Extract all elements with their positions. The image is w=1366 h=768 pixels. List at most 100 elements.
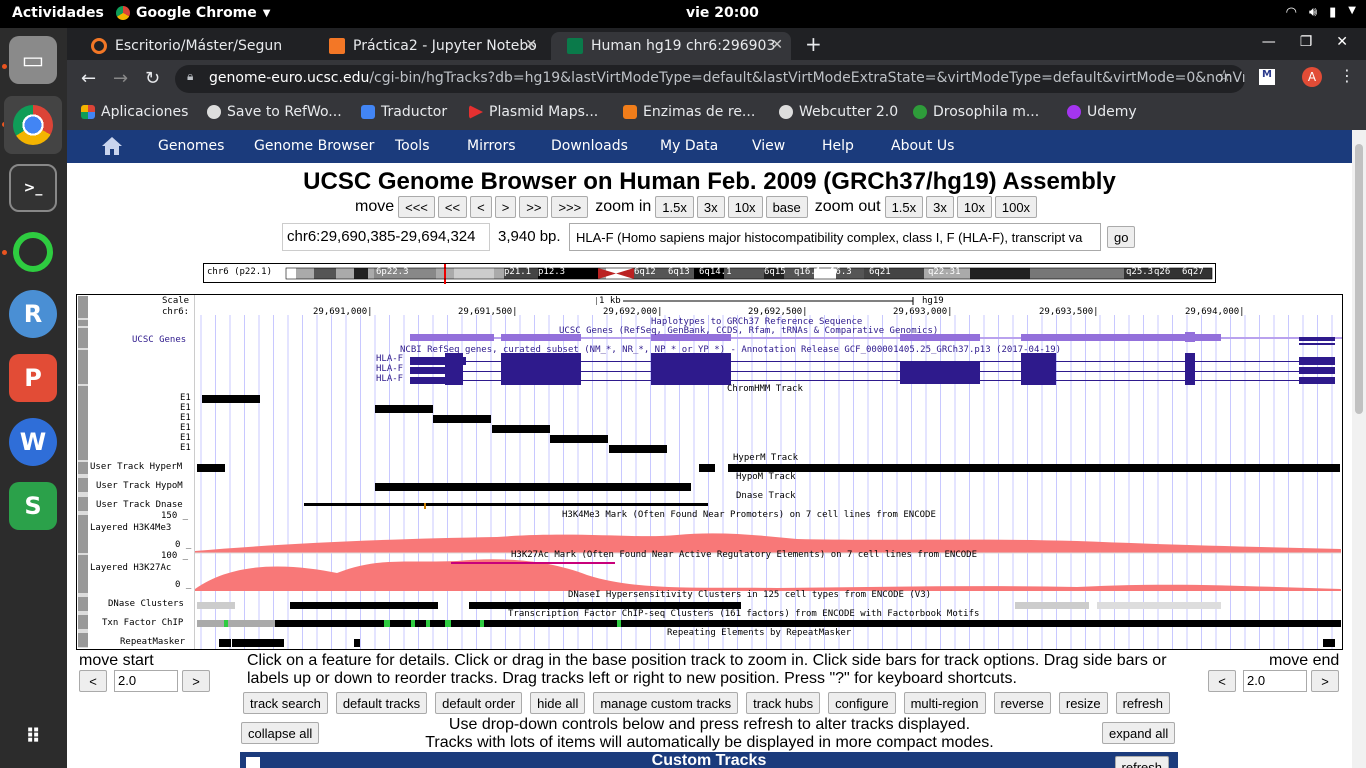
zoom-in-1.5x-button[interactable]: 1.5x — [655, 196, 694, 218]
nav-mirrors[interactable]: Mirrors — [467, 138, 516, 154]
configure-button[interactable]: configure — [828, 692, 896, 714]
custom-refresh-button[interactable]: refresh — [1114, 756, 1169, 768]
hla-label: HLA-F — [376, 374, 404, 384]
extension-icon[interactable]: M — [1259, 69, 1275, 85]
move-right-button[interactable]: > — [494, 196, 517, 218]
go-button[interactable]: go — [1107, 226, 1136, 248]
zoom-out-10x-button[interactable]: 10x — [956, 196, 992, 218]
move-end-input[interactable]: 2.0 — [1243, 670, 1307, 692]
zoom-in-3x-button[interactable]: 3x — [696, 196, 725, 218]
collapse-all-button[interactable]: collapse all — [241, 722, 320, 744]
track-search-button[interactable]: track search — [243, 692, 328, 714]
bookmark-traductor[interactable]: Traductor — [361, 104, 447, 120]
dnase-clusters-title: DNaseI Hypersensitivity Clusters in 125 … — [568, 590, 932, 600]
nav-view[interactable]: View — [752, 138, 786, 154]
move-left-more-button[interactable]: << — [437, 196, 468, 218]
refseq-title: NCBI RefSeq genes, curated subset (NM_*,… — [400, 345, 1062, 355]
r-icon[interactable]: R — [9, 290, 57, 338]
zoom-out-100x-button[interactable]: 100x — [994, 196, 1038, 218]
nav-tools[interactable]: Tools — [395, 138, 430, 154]
bookmark-apps[interactable]: Aplicaciones — [81, 104, 188, 120]
home-icon[interactable] — [101, 136, 123, 156]
nav-help[interactable]: Help — [822, 138, 854, 154]
app-menu[interactable]: Google Chrome ▼ — [116, 5, 270, 21]
move-end-left-button[interactable]: < — [1208, 670, 1236, 692]
clock[interactable]: vie 20:00 — [686, 5, 759, 21]
tab-escritorio[interactable]: Escritorio/Máster/Segun — [75, 32, 307, 60]
bookmark-refworks[interactable]: Save to RefWo... — [207, 104, 342, 120]
show-apps-icon[interactable]: ⠿ — [25, 724, 41, 748]
nav-downloads[interactable]: Downloads — [551, 138, 628, 154]
jupyter-icon[interactable] — [9, 228, 57, 276]
page-content: Genomes Genome Browser Tools Mirrors Dow… — [67, 130, 1352, 768]
track-image[interactable]: Scale chr6: 1 kb hg19 29,691,000| 29,691… — [76, 294, 1343, 650]
refresh-button[interactable]: refresh — [1115, 692, 1171, 714]
move-left-button[interactable]: < — [470, 196, 492, 218]
chromosome-ideogram[interactable]: chr6 (p22.1) 6p22.3 p21.1 p12.3 6q12 6q1… — [203, 263, 1216, 284]
new-tab-button[interactable]: + — [805, 32, 822, 56]
expand-all-button[interactable]: expand all — [1102, 722, 1176, 744]
nav-my-data[interactable]: My Data — [660, 138, 719, 154]
bookmark-star-icon[interactable]: ☆ — [1217, 66, 1232, 85]
nav-about-us[interactable]: About Us — [891, 138, 955, 154]
profile-avatar[interactable]: A — [1302, 67, 1322, 87]
position-display[interactable]: chr6:29,690,385-29,694,324 — [282, 223, 490, 251]
move-start-input[interactable]: 2.0 — [114, 670, 178, 692]
move-end-right-button[interactable]: > — [1311, 670, 1339, 692]
close-icon[interactable]: ✕ — [525, 37, 537, 53]
collapse-toggle-icon[interactable] — [246, 757, 260, 768]
zoom-out-3x-button[interactable]: 3x — [926, 196, 954, 218]
multi-region-button[interactable]: multi-region — [903, 692, 986, 714]
close-window-icon[interactable]: ✕ — [1336, 34, 1348, 50]
wps-presentation-icon[interactable]: P — [9, 354, 57, 402]
ideogram-graphic — [285, 264, 1213, 284]
scrollbar-thumb[interactable] — [1355, 144, 1363, 414]
menu-icon[interactable]: ⋮ — [1339, 66, 1355, 85]
address-bar[interactable]: 🔒︎ genome-euro.ucsc.edu/cgi-bin/hgTracks… — [175, 65, 1245, 93]
tab-human-hg19[interactable]: Human hg19 chr6:296903 ✕ — [551, 32, 791, 60]
hide-all-button[interactable]: hide all — [530, 692, 586, 714]
zoom-out-1.5x-button[interactable]: 1.5x — [884, 196, 924, 218]
zoom-in-10x-button[interactable]: 10x — [727, 196, 763, 218]
nav-genome-browser[interactable]: Genome Browser — [254, 138, 375, 154]
band-label: 6q14.1 — [699, 267, 732, 277]
track-hubs-button[interactable]: track hubs — [746, 692, 821, 714]
move-right-more-button[interactable]: >> — [519, 196, 549, 218]
bookmark-enzimas[interactable]: Enzimas de re... — [623, 104, 755, 120]
system-tray[interactable]: ◠ 🔊︎ ▮ ▼ — [1286, 5, 1356, 20]
nav-genomes[interactable]: Genomes — [158, 138, 225, 154]
bp-count: 3,940 bp. — [498, 228, 561, 245]
minimize-icon[interactable]: — — [1261, 34, 1276, 50]
reverse-button[interactable]: reverse — [993, 692, 1051, 714]
move-right-far-button[interactable]: >>> — [551, 196, 589, 218]
manage-custom-tracks-button[interactable]: manage custom tracks — [593, 692, 739, 714]
tab-practica2[interactable]: Práctica2 - Jupyter Notebo ✕ — [313, 32, 545, 60]
zoom-in-base-button[interactable]: base — [765, 196, 808, 218]
wps-spreadsheet-icon[interactable]: S — [9, 482, 57, 530]
resize-button[interactable]: resize — [1058, 692, 1108, 714]
chrome-dock-icon[interactable] — [4, 96, 62, 154]
default-order-button[interactable]: default order — [435, 692, 523, 714]
maximize-icon[interactable]: ❐ — [1299, 34, 1313, 50]
terminal-icon[interactable]: >_ — [9, 164, 57, 212]
bookmark-label: Plasmid Maps... — [489, 104, 599, 120]
move-start-right-button[interactable]: > — [182, 670, 210, 692]
activities-button[interactable]: Actividades — [12, 5, 104, 21]
close-icon[interactable]: ✕ — [771, 37, 783, 53]
bookmark-plasmid[interactable]: Plasmid Maps... — [469, 104, 598, 120]
bookmark-drosophila[interactable]: Drosophila m... — [913, 104, 1039, 120]
back-icon[interactable]: ← — [81, 68, 97, 89]
default-tracks-button[interactable]: default tracks — [335, 692, 428, 714]
move-left-far-button[interactable]: <<< — [398, 196, 435, 218]
forward-icon[interactable]: → — [113, 68, 129, 89]
page-scrollbar[interactable] — [1352, 130, 1366, 768]
band-label: q22.31 — [928, 267, 961, 277]
files-icon[interactable]: ▭ — [9, 36, 57, 84]
reload-icon[interactable]: ↻ — [145, 68, 161, 89]
bookmark-udemy[interactable]: Udemy — [1067, 104, 1137, 120]
move-start-left-button[interactable]: < — [79, 670, 107, 692]
move-start-label: move start — [79, 652, 154, 669]
search-input[interactable]: HLA-F (Homo sapiens major histocompatibi… — [569, 223, 1101, 251]
bookmark-webcutter[interactable]: Webcutter 2.0 — [779, 104, 898, 120]
wps-writer-icon[interactable]: W — [9, 418, 57, 466]
